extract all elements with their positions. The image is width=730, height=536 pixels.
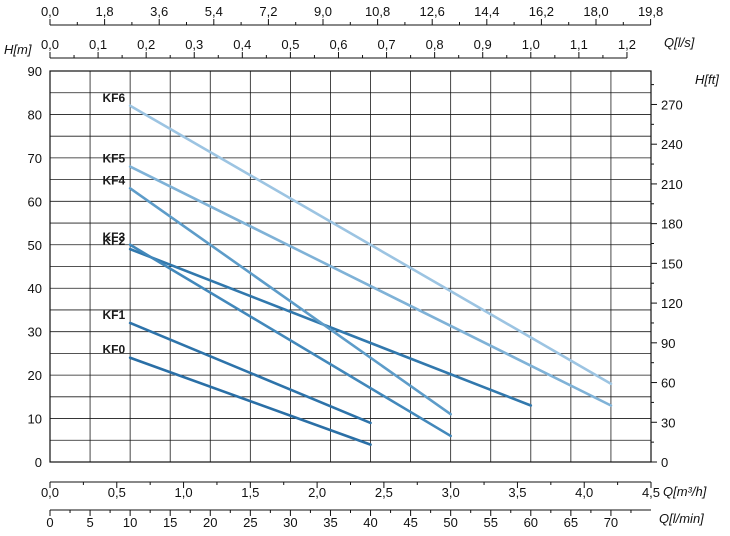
bottom-lmin-tick-label: 50 bbox=[443, 515, 457, 530]
y-tick-label-left: 90 bbox=[28, 64, 42, 79]
bottom-lmin-tick-label: 60 bbox=[524, 515, 538, 530]
top-gpm-tick-label: 18,0 bbox=[583, 4, 608, 19]
plot-border bbox=[49, 70, 652, 463]
bottom-lmin-tick-label: 5 bbox=[86, 515, 93, 530]
bottom-lmin-tick-label: 70 bbox=[604, 515, 618, 530]
bottom-lmin-tick-label: 65 bbox=[564, 515, 578, 530]
top-gpm-tick-label: 14,4 bbox=[474, 4, 499, 19]
series-lines bbox=[128, 104, 613, 446]
top-lps-tick-label: 1,2 bbox=[618, 37, 636, 52]
bottom-m3h-tick-label: 4,5 bbox=[642, 485, 660, 500]
bottom-m3h-tick-label: 2,5 bbox=[375, 485, 393, 500]
bottom-lmin-tick-label: 40 bbox=[363, 515, 377, 530]
y-tick-label-right: 60 bbox=[661, 376, 675, 391]
bottom-lmin-tick-label: 45 bbox=[403, 515, 417, 530]
top-lps-tick-label: 0,3 bbox=[185, 37, 203, 52]
top-lps-tick-label: 0,4 bbox=[233, 37, 251, 52]
grid-lines bbox=[50, 71, 651, 462]
top-gpm-tick-label: 1,8 bbox=[96, 4, 114, 19]
plot-frame bbox=[49, 70, 652, 463]
y-tick-label-left: 80 bbox=[28, 107, 42, 122]
top-gpm-tick-label: 5,4 bbox=[205, 4, 223, 19]
bottom-m3h-tick-label: 1,0 bbox=[175, 485, 193, 500]
series-line-kf0 bbox=[128, 356, 372, 446]
bottom-lmin-tick-label: 35 bbox=[323, 515, 337, 530]
top-lps-tick-label: 0,1 bbox=[89, 37, 107, 52]
y-tick-label-right: 150 bbox=[661, 256, 683, 271]
bottom-m3h-tick-label: 0,0 bbox=[41, 485, 59, 500]
top-gpm-tick-label: 9,0 bbox=[314, 4, 332, 19]
y-tick-label-right: 180 bbox=[661, 217, 683, 232]
series-label-kf0: KF0 bbox=[102, 343, 125, 357]
bottom-m3h-tick-label: 4,0 bbox=[575, 485, 593, 500]
y-tick-label-right: 120 bbox=[661, 296, 683, 311]
top-gpm-tick-label: 10,8 bbox=[365, 4, 390, 19]
bottom-m3h-tick-label: 1,5 bbox=[241, 485, 259, 500]
bottom-m3h-tick-label: 0,5 bbox=[108, 485, 126, 500]
series-line-kf1 bbox=[128, 321, 372, 425]
y-tick-label-left: 10 bbox=[28, 412, 42, 427]
y-axis-left-title: H[m] bbox=[4, 42, 32, 57]
top-lps-tick-label: 0,5 bbox=[281, 37, 299, 52]
x-axis-top-title: Q[l/s] bbox=[664, 35, 695, 50]
bottom-lmin-tick-label: 25 bbox=[243, 515, 257, 530]
bottom-lmin-tick-label: 15 bbox=[163, 515, 177, 530]
y-tick-label-right: 30 bbox=[661, 415, 675, 430]
series-label-kf1: KF1 bbox=[102, 308, 125, 322]
top-lps-tick-label: 0,7 bbox=[378, 37, 396, 52]
y-tick-label-left: 20 bbox=[28, 368, 42, 383]
top-lps-tick-label: 0,8 bbox=[426, 37, 444, 52]
series-line-kf3 bbox=[128, 243, 452, 438]
y-tick-label-left: 50 bbox=[28, 238, 42, 253]
bottom-m3h-tick-label: 2,0 bbox=[308, 485, 326, 500]
axis-titles: H[m] H[ft] Q[l/s] Q[m³/h] Q[l/min] bbox=[4, 35, 719, 526]
top-gpm-tick-label: 12,6 bbox=[420, 4, 445, 19]
bottom-lmin-tick-label: 30 bbox=[283, 515, 297, 530]
series-line-kf2 bbox=[128, 247, 533, 407]
y-tick-label-right: 270 bbox=[661, 97, 683, 112]
x-axis-bottom-m3h-title: Q[m³/h] bbox=[663, 484, 707, 499]
series-label-kf6: KF6 bbox=[102, 91, 125, 105]
y-tick-label-left: 70 bbox=[28, 151, 42, 166]
top-lps-tick-label: 0,6 bbox=[329, 37, 347, 52]
bottom-lmin-tick-label: 10 bbox=[123, 515, 137, 530]
series-line-kf5 bbox=[128, 165, 613, 407]
y-tick-label-left: 0 bbox=[35, 455, 42, 470]
bottom-lmin-tick-label: 20 bbox=[203, 515, 217, 530]
top-gpm-tick-label: 3,6 bbox=[150, 4, 168, 19]
top-gpm-tick-label: 16,2 bbox=[529, 4, 554, 19]
top-gpm-tick-label: 19,8 bbox=[638, 4, 663, 19]
top-lps-tick-label: 1,1 bbox=[570, 37, 588, 52]
y-tick-label-right: 210 bbox=[661, 177, 683, 192]
axes: 0102030405060708090030609012015018021024… bbox=[28, 4, 683, 530]
x-axis-bottom-lmin-title: Q[l/min] bbox=[659, 511, 704, 526]
top-lps-tick-label: 1,0 bbox=[522, 37, 540, 52]
y-tick-label-left: 30 bbox=[28, 325, 42, 340]
series-label-kf2: KF2 bbox=[102, 234, 125, 248]
top-gpm-tick-label: 0,0 bbox=[41, 4, 59, 19]
series-line-kf4 bbox=[128, 187, 452, 416]
y-tick-label-left: 40 bbox=[28, 281, 42, 296]
bottom-m3h-tick-label: 3,0 bbox=[442, 485, 460, 500]
top-lps-tick-label: 0,0 bbox=[41, 37, 59, 52]
top-lps-tick-label: 0,2 bbox=[137, 37, 155, 52]
series-label-kf4: KF4 bbox=[102, 173, 125, 187]
y-tick-label-right: 240 bbox=[661, 137, 683, 152]
series-label-kf5: KF5 bbox=[102, 152, 125, 166]
bottom-m3h-tick-label: 3,5 bbox=[508, 485, 526, 500]
y-tick-label-right: 90 bbox=[661, 336, 675, 351]
bottom-lmin-tick-label: 55 bbox=[483, 515, 497, 530]
bottom-lmin-tick-label: 0 bbox=[46, 515, 53, 530]
y-tick-label-right: 0 bbox=[661, 455, 668, 470]
y-tick-label-left: 60 bbox=[28, 194, 42, 209]
top-gpm-tick-label: 7,2 bbox=[259, 4, 277, 19]
top-lps-tick-label: 0,9 bbox=[474, 37, 492, 52]
series-label-kf3: KF3 bbox=[102, 230, 125, 244]
y-axis-right-title: H[ft] bbox=[695, 72, 719, 87]
series-line-kf6 bbox=[128, 104, 613, 386]
